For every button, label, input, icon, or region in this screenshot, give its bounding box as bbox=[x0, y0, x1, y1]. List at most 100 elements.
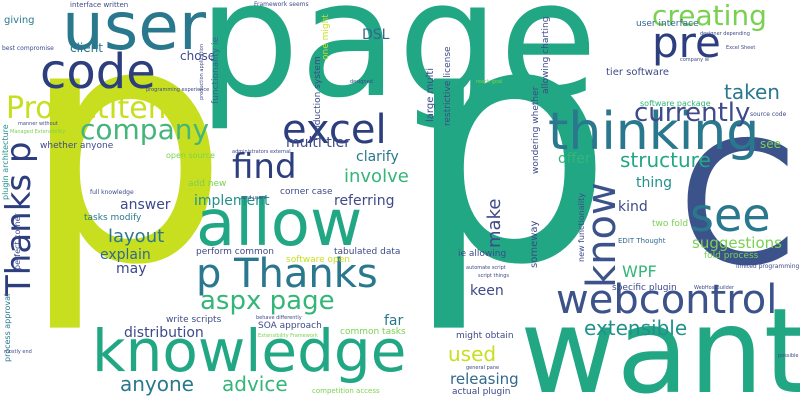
word: corner case bbox=[280, 187, 333, 197]
word: p bbox=[20, 0, 230, 337]
word: giving bbox=[4, 15, 35, 26]
word: tier software bbox=[606, 67, 670, 78]
word: knowledge bbox=[92, 317, 407, 385]
word: page bbox=[198, 0, 598, 133]
word: and users bbox=[242, 195, 267, 201]
word: user bbox=[62, 0, 206, 65]
word: distribution bbox=[124, 325, 204, 341]
word: tasks modify bbox=[84, 213, 142, 223]
word: thinking bbox=[548, 102, 760, 162]
word: referring bbox=[334, 193, 395, 209]
word: large multi bbox=[425, 67, 436, 122]
word: general pane bbox=[466, 365, 500, 371]
word: clarify bbox=[356, 149, 399, 165]
word: excel bbox=[282, 107, 387, 153]
word: far bbox=[384, 313, 404, 329]
word: programming experience bbox=[146, 87, 210, 93]
word: might obtain bbox=[456, 331, 514, 341]
word: wondering whether bbox=[531, 86, 541, 174]
word: software package bbox=[640, 99, 711, 108]
word: company ie bbox=[680, 57, 710, 63]
word: creating bbox=[652, 0, 767, 32]
word: WebHostBuilder bbox=[694, 285, 734, 291]
word: full knowledge bbox=[90, 189, 134, 196]
word: C bbox=[678, 106, 797, 304]
word: want bbox=[520, 282, 800, 400]
word: currently bbox=[634, 98, 751, 128]
word: source code bbox=[750, 111, 787, 118]
word: add new bbox=[188, 179, 227, 189]
word: open source bbox=[166, 151, 216, 160]
word: thing bbox=[636, 175, 673, 191]
word: Framework seems bbox=[254, 1, 309, 8]
word: see bbox=[760, 137, 782, 151]
word: perfect corner bbox=[13, 213, 22, 270]
word: DSL bbox=[362, 27, 390, 43]
word: behave differently bbox=[256, 315, 302, 321]
word: aspx page bbox=[200, 286, 335, 316]
word: reach goal bbox=[476, 79, 503, 85]
word: Managed Extensibility bbox=[10, 129, 66, 135]
word: mostly end bbox=[4, 349, 32, 355]
word: common tasks bbox=[340, 327, 406, 337]
word: used bbox=[448, 342, 497, 366]
word: layout bbox=[108, 226, 165, 247]
word: designed bbox=[350, 79, 373, 85]
word: p Thanks bbox=[196, 251, 378, 297]
word: write scripts bbox=[166, 315, 222, 325]
word: ProjectItem bbox=[6, 91, 177, 126]
word: actual plugin bbox=[452, 387, 511, 397]
word: allow bbox=[196, 187, 363, 261]
word: pre bbox=[652, 18, 721, 67]
word: involve bbox=[344, 166, 409, 187]
word: user interface bbox=[636, 19, 699, 29]
word: webcontrol bbox=[556, 277, 778, 323]
word: tabulated data bbox=[334, 247, 401, 257]
word: Extensibility Framework bbox=[258, 333, 318, 339]
word: production system bbox=[313, 56, 323, 140]
word: taken bbox=[724, 80, 780, 104]
word: one might bbox=[321, 14, 331, 60]
word: structure bbox=[620, 148, 711, 172]
word: manner without bbox=[18, 121, 58, 127]
word: code bbox=[40, 44, 156, 100]
word: explain bbox=[100, 247, 151, 263]
word: chose bbox=[180, 49, 216, 63]
word: plugin architecture bbox=[1, 124, 10, 200]
word: keen bbox=[470, 283, 504, 299]
word: script things bbox=[478, 273, 509, 279]
word: fold process bbox=[704, 251, 759, 261]
word: two fold bbox=[652, 219, 689, 229]
word: whether anyone bbox=[40, 141, 114, 151]
word: client bbox=[70, 41, 103, 55]
word: advice bbox=[222, 372, 288, 396]
word: functionality ie bbox=[211, 36, 221, 104]
word: implement bbox=[194, 193, 270, 209]
word: SOA approach bbox=[258, 321, 322, 331]
word: perform common bbox=[196, 247, 274, 257]
word: administrators external bbox=[232, 149, 291, 155]
word: know bbox=[579, 182, 625, 288]
word: WPF bbox=[622, 262, 657, 281]
word: answer bbox=[120, 197, 171, 213]
word: restrictive license bbox=[443, 46, 453, 126]
word: specific plugin bbox=[612, 283, 677, 293]
word: anyone bbox=[120, 372, 194, 396]
word: releasing bbox=[450, 370, 519, 388]
word: limited programming bbox=[736, 263, 800, 270]
word: Excel Sheet bbox=[726, 45, 756, 51]
word: multi tier bbox=[286, 135, 350, 151]
word: p bbox=[404, 0, 614, 337]
word: new functionality bbox=[577, 193, 586, 262]
word: offer bbox=[558, 151, 591, 167]
word: find bbox=[232, 147, 297, 187]
word: production application bbox=[199, 43, 205, 100]
word: ie allowing bbox=[458, 249, 507, 259]
word: EDIT Thought bbox=[618, 237, 666, 245]
word: software open bbox=[286, 255, 350, 265]
word: may bbox=[116, 261, 147, 277]
word: make bbox=[484, 198, 505, 248]
word: extensible bbox=[584, 316, 688, 340]
word: automate script bbox=[466, 265, 506, 271]
